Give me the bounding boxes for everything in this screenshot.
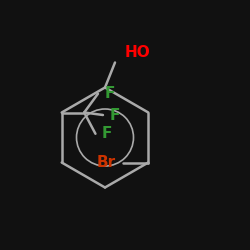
Text: F: F — [109, 108, 120, 122]
Text: HO: HO — [125, 45, 151, 60]
Text: F: F — [102, 126, 112, 141]
Text: Br: Br — [97, 155, 116, 170]
Text: F: F — [104, 86, 115, 101]
